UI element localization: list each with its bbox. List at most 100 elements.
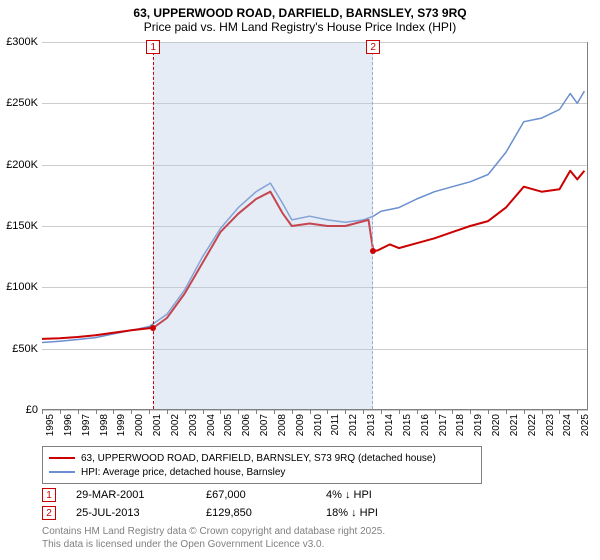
- x-tick: [310, 410, 311, 414]
- legend-item-price-paid: 63, UPPERWOOD ROAD, DARFIELD, BARNSLEY, …: [49, 451, 475, 465]
- x-tick-label: 1997: [81, 414, 92, 436]
- x-tick: [542, 410, 543, 414]
- x-tick-label: 2024: [562, 414, 573, 436]
- legend-swatch-hpi: [49, 471, 75, 473]
- chart-container: 63, UPPERWOOD ROAD, DARFIELD, BARNSLEY, …: [0, 0, 600, 560]
- sale-point: [370, 248, 376, 254]
- x-tick: [78, 410, 79, 414]
- shaded-region: [153, 42, 373, 409]
- annotation-date-2: 25-JUL-2013: [76, 507, 206, 519]
- x-tick: [185, 410, 186, 414]
- x-tick-label: 2008: [277, 414, 288, 436]
- legend-swatch-price-paid: [49, 457, 75, 459]
- x-tick-label: 2007: [259, 414, 270, 436]
- x-tick: [167, 410, 168, 414]
- y-axis: £0£50K£100K£150K£200K£250K£300K: [0, 42, 42, 410]
- x-tick: [327, 410, 328, 414]
- y-tick-label: £50K: [12, 343, 38, 355]
- x-tick-label: 2020: [491, 414, 502, 436]
- annotation-hpi-1: 4% ↓ HPI: [326, 489, 426, 501]
- annotation-hpi-2: 18% ↓ HPI: [326, 507, 426, 519]
- x-tick-label: 1999: [116, 414, 127, 436]
- legend-box: 63, UPPERWOOD ROAD, DARFIELD, BARNSLEY, …: [42, 446, 482, 484]
- x-tick: [274, 410, 275, 414]
- x-axis: 1995 1996 1997 1998 1999 2000 2001 2002 2003 2004…: [42, 410, 588, 444]
- title-line-2: Price paid vs. HM Land Registry's House …: [0, 20, 600, 34]
- annotation-table: 1 29-MAR-2001 £67,000 4% ↓ HPI 2 25-JUL-…: [42, 486, 426, 522]
- x-tick-label: 2025: [580, 414, 591, 436]
- x-tick: [470, 410, 471, 414]
- annotation-date-1: 29-MAR-2001: [76, 489, 206, 501]
- x-tick: [113, 410, 114, 414]
- x-tick: [524, 410, 525, 414]
- x-tick: [42, 410, 43, 414]
- x-tick-label: 2015: [402, 414, 413, 436]
- y-tick-label: £200K: [6, 159, 38, 171]
- x-tick-label: 2001: [152, 414, 163, 436]
- x-tick-label: 2023: [545, 414, 556, 436]
- x-tick: [60, 410, 61, 414]
- x-tick: [238, 410, 239, 414]
- x-tick-label: 2002: [170, 414, 181, 436]
- footer: Contains HM Land Registry data © Crown c…: [42, 526, 385, 551]
- x-tick-label: 2005: [223, 414, 234, 436]
- x-tick: [417, 410, 418, 414]
- footer-line-1: Contains HM Land Registry data © Crown c…: [42, 526, 385, 539]
- x-tick-label: 2010: [313, 414, 324, 436]
- annotation-marker-1: 1: [42, 488, 56, 502]
- annotation-marker-2: 2: [42, 506, 56, 520]
- x-tick: [506, 410, 507, 414]
- legend-item-hpi: HPI: Average price, detached house, Barn…: [49, 465, 475, 479]
- x-tick-label: 2022: [527, 414, 538, 436]
- x-tick-label: 2014: [384, 414, 395, 436]
- x-tick: [399, 410, 400, 414]
- x-tick-label: 2012: [348, 414, 359, 436]
- x-tick-label: 1998: [99, 414, 110, 436]
- title-line-1: 63, UPPERWOOD ROAD, DARFIELD, BARNSLEY, …: [0, 6, 600, 20]
- x-tick-label: 2021: [509, 414, 520, 436]
- x-tick-label: 2019: [473, 414, 484, 436]
- x-tick-label: 2011: [330, 414, 341, 436]
- y-tick-label: £300K: [6, 36, 38, 48]
- x-tick: [220, 410, 221, 414]
- x-tick: [149, 410, 150, 414]
- y-tick-label: £100K: [6, 281, 38, 293]
- x-tick: [559, 410, 560, 414]
- x-tick: [203, 410, 204, 414]
- x-tick-label: 2006: [241, 414, 252, 436]
- annotation-price-1: £67,000: [206, 489, 326, 501]
- x-tick-label: 2018: [455, 414, 466, 436]
- y-tick-label: £0: [26, 404, 38, 416]
- x-tick-label: 2003: [188, 414, 199, 436]
- annotation-row-1: 1 29-MAR-2001 £67,000 4% ↓ HPI: [42, 486, 426, 504]
- x-tick: [363, 410, 364, 414]
- x-tick: [381, 410, 382, 414]
- footer-line-2: This data is licensed under the Open Gov…: [42, 539, 385, 552]
- annotation-price-2: £129,850: [206, 507, 326, 519]
- x-tick-label: 2013: [366, 414, 377, 436]
- x-tick-label: 2004: [206, 414, 217, 436]
- sale-marker-1: 1: [146, 40, 160, 54]
- x-tick: [488, 410, 489, 414]
- title-block: 63, UPPERWOOD ROAD, DARFIELD, BARNSLEY, …: [0, 0, 600, 36]
- x-tick: [96, 410, 97, 414]
- sale-point: [150, 325, 156, 331]
- x-tick: [452, 410, 453, 414]
- x-tick-label: 2016: [420, 414, 431, 436]
- x-tick-label: 1996: [63, 414, 74, 436]
- legend-label-hpi: HPI: Average price, detached house, Barn…: [81, 467, 285, 478]
- legend-label-price-paid: 63, UPPERWOOD ROAD, DARFIELD, BARNSLEY, …: [81, 453, 436, 464]
- x-tick: [577, 410, 578, 414]
- x-tick-label: 2009: [295, 414, 306, 436]
- x-tick: [131, 410, 132, 414]
- x-tick-label: 1995: [45, 414, 56, 436]
- x-tick-label: 2000: [134, 414, 145, 436]
- x-tick: [345, 410, 346, 414]
- x-tick: [435, 410, 436, 414]
- plot-area: 12: [42, 42, 588, 410]
- x-tick: [256, 410, 257, 414]
- sale-marker-2: 2: [366, 40, 380, 54]
- annotation-row-2: 2 25-JUL-2013 £129,850 18% ↓ HPI: [42, 504, 426, 522]
- x-tick: [292, 410, 293, 414]
- y-tick-label: £150K: [6, 220, 38, 232]
